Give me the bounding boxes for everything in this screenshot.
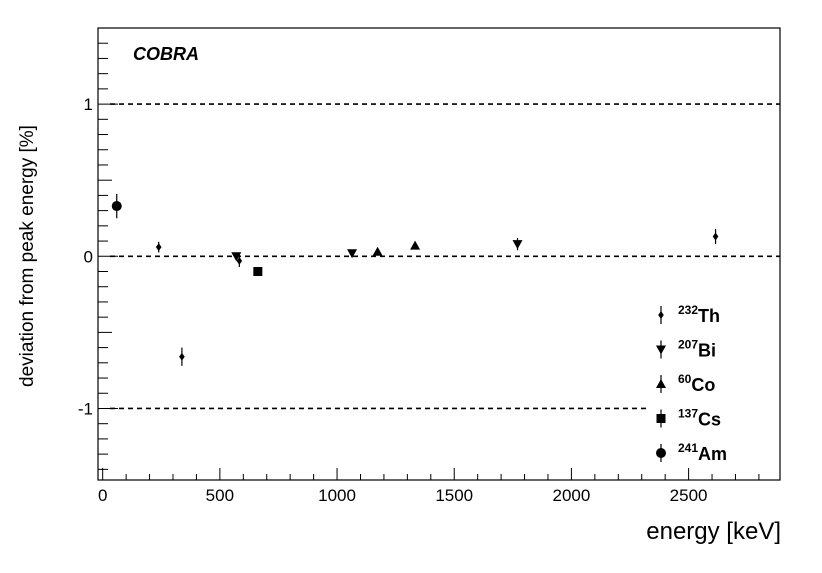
x-tick-label: 1000 bbox=[318, 486, 356, 505]
legend-label: 207Bi bbox=[678, 338, 716, 361]
x-tick-label: 0 bbox=[98, 486, 107, 505]
legend-entry-am: 241Am bbox=[656, 441, 727, 464]
axis-ticks: 0 500 1000 1500 2000 2500 -1 0 1 bbox=[78, 27, 760, 505]
x-axis-title: energy [keV] bbox=[646, 518, 781, 545]
data-point bbox=[236, 256, 243, 265]
legend-marker bbox=[658, 311, 664, 319]
chart-annotation: COBRA bbox=[133, 44, 199, 64]
legend-entry-bi: 207Bi bbox=[656, 338, 716, 361]
y-axis-title: deviation from peak energy [%] bbox=[17, 125, 38, 387]
legend-entry-cs: 137Cs bbox=[656, 407, 721, 430]
y-tick-label: 0 bbox=[84, 247, 93, 266]
data-point bbox=[253, 267, 263, 277]
legend-label: 241Am bbox=[678, 441, 727, 464]
legend-entry-th: 232Th bbox=[658, 303, 720, 326]
series-co bbox=[372, 240, 421, 256]
legend-marker bbox=[656, 414, 666, 423]
data-point bbox=[512, 240, 523, 250]
legend-marker bbox=[656, 379, 666, 388]
data-point bbox=[347, 249, 358, 259]
reference-lines bbox=[110, 103, 780, 410]
legend-label: 60Co bbox=[678, 372, 715, 395]
data-point bbox=[712, 232, 719, 241]
legend-marker bbox=[656, 448, 666, 458]
data-points bbox=[111, 193, 719, 366]
legend: 232Th 207Bi 60Co 137Cs 241Am bbox=[656, 303, 727, 464]
data-point bbox=[231, 252, 242, 262]
legend-label: 232Th bbox=[678, 303, 720, 326]
data-point bbox=[372, 246, 383, 256]
series-cs bbox=[253, 267, 263, 277]
series-th bbox=[155, 228, 719, 366]
legend-entry-co: 60Co bbox=[656, 372, 715, 395]
legend-marker bbox=[656, 345, 666, 355]
legend-label: 137Cs bbox=[678, 407, 721, 430]
y-tick-label: 1 bbox=[84, 95, 93, 114]
x-tick-label: 2000 bbox=[553, 486, 591, 505]
data-point bbox=[155, 243, 162, 252]
plot-frame bbox=[97, 27, 781, 481]
series-bi bbox=[231, 238, 523, 262]
series-am bbox=[111, 193, 122, 219]
data-point bbox=[179, 352, 185, 361]
x-tick-label: 2500 bbox=[670, 486, 708, 505]
data-point bbox=[410, 240, 421, 250]
x-tick-label: 500 bbox=[206, 486, 234, 505]
data-point bbox=[111, 201, 122, 212]
x-tick-label: 1500 bbox=[435, 486, 473, 505]
y-tick-label: -1 bbox=[78, 399, 93, 418]
